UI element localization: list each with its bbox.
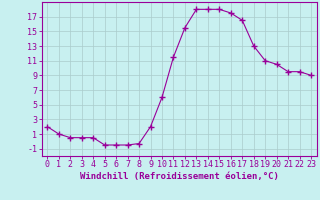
X-axis label: Windchill (Refroidissement éolien,°C): Windchill (Refroidissement éolien,°C) (80, 172, 279, 181)
